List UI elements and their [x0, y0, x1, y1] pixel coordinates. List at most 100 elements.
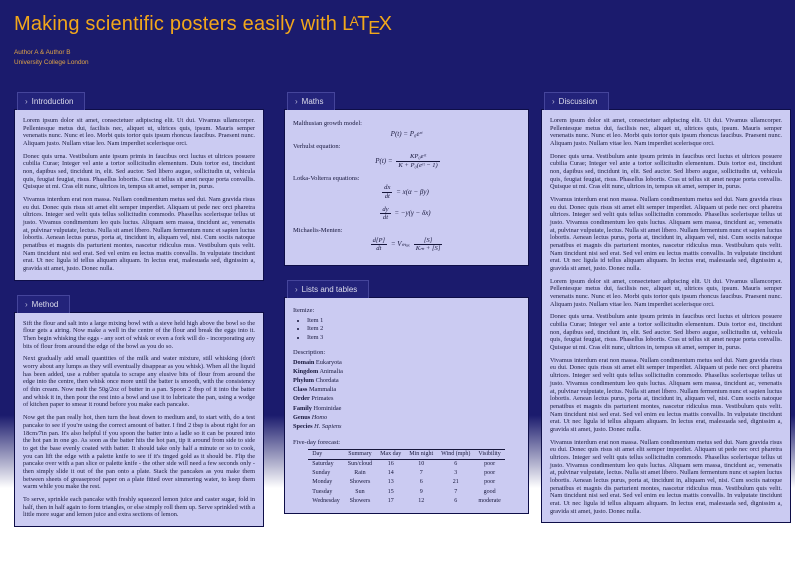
- table-cell: 12: [418, 498, 425, 505]
- table-cell: 6: [454, 460, 458, 467]
- table-cell: Sun/cloud: [347, 460, 373, 467]
- equation-label: Verhulst equation:: [293, 143, 341, 151]
- section-method: › Method Sift the flour and salt into a l…: [14, 293, 264, 527]
- fraction: KP₀eʳᵗ K + P₀(eʳᵗ − 1): [396, 153, 440, 169]
- table-cell: Sunday: [312, 470, 331, 477]
- table-header-cell: Day: [308, 448, 344, 460]
- paragraph: Vivamus interdum erat non massa. Nullam …: [23, 196, 255, 273]
- table-cell: good: [483, 488, 496, 495]
- fraction-numerator: [S]: [413, 237, 443, 246]
- eq-malthusian: P(t) = P₀eʳᵗ: [390, 129, 423, 138]
- section-title: Method: [31, 299, 59, 309]
- fraction-denominator: dt: [384, 193, 390, 201]
- column-left: › Introduction Lorem ipsum dolor sit amet…: [14, 90, 264, 539]
- paragraph: Lorem ipsum dolor sit amet, consectetuer…: [23, 117, 255, 148]
- fraction-denominator: dt: [382, 214, 389, 222]
- fraction-denominator: K + P₀(eʳᵗ − 1): [398, 161, 438, 169]
- fraction-numerator: dy: [380, 205, 391, 215]
- table-row: Wednesday Showers 17 12 6 moderate: [308, 497, 504, 506]
- table-cell: 3: [454, 470, 458, 477]
- section-tab-lists-and-tables: › Lists and tables: [287, 279, 370, 298]
- method-box: Sift the flour and salt into a large mix…: [14, 311, 264, 527]
- table-cell: poor: [484, 470, 496, 477]
- table-header-cell: Min night: [405, 448, 438, 460]
- table-cell: 7: [454, 488, 458, 495]
- eq-michaelis-menten: d[P] dt = Vₘₐₓ [S] Kₘ + [S]: [293, 237, 520, 253]
- fraction: dx dt: [382, 184, 393, 201]
- paragraph: Sift the flour and salt into a large mix…: [23, 319, 255, 350]
- description-row: Genus Homo: [293, 413, 328, 421]
- table-cell: 9: [419, 488, 423, 495]
- table-cell: poor: [484, 460, 496, 467]
- section-lists-and-tables: ›Lists and tables Itemize: Item 1 Item 2…: [284, 278, 529, 515]
- discussion-box: Lorem ipsum dolor sit amet, consectetuer…: [541, 109, 791, 524]
- paragraph: Vivamus interdum erat non massa. Nullam …: [550, 356, 782, 433]
- introduction-box: Lorem ipsum dolor sit amet, consectetuer…: [14, 109, 264, 281]
- table-row: Tuesday Sun 15 9 7 good: [308, 488, 504, 497]
- table-cell: Rain: [354, 470, 366, 477]
- eq-lotka-volterra-2: dy dt = −y(γ − δx): [293, 206, 520, 222]
- description-row: Order Primates: [293, 395, 334, 403]
- section-title: Introduction: [31, 97, 74, 106]
- section-discussion: › Discussion Lorem ipsum dolor sit amet, …: [541, 90, 791, 524]
- table-cell: moderate: [478, 498, 501, 505]
- item-list: Item 1 Item 2 Item 3: [307, 317, 520, 342]
- eq-lotka-volterra-1: dx dt = x(α − βy): [293, 184, 520, 200]
- section-title: Maths: [301, 97, 324, 106]
- table-header-cell: Summary: [343, 448, 377, 460]
- description-row: Domain Eukaryota: [293, 358, 342, 366]
- chevron-right-icon: ›: [25, 299, 28, 309]
- affiliation-line: University College London: [14, 58, 89, 66]
- table-row: Sunday Rain 14 7 3 poor: [308, 469, 504, 478]
- section-maths: › Maths Malthusian growth model: P(t) = P…: [284, 90, 529, 266]
- table-header-cell: Wind (mph): [437, 448, 475, 460]
- paragraph: Next gradually add small quantities of t…: [23, 355, 255, 409]
- table-cell: 6: [454, 498, 458, 505]
- equation-label: Lotka-Volterra equations:: [293, 174, 360, 182]
- table-cell: poor: [484, 479, 496, 486]
- poster-columns: › Introduction Lorem ipsum dolor sit amet…: [14, 90, 791, 539]
- table-row: Saturday Sun/cloud 16 10 6 poor: [308, 459, 504, 469]
- table-cell: Saturday: [312, 460, 334, 467]
- chevron-right-icon: ›: [552, 97, 555, 106]
- maths-box: Malthusian growth model: P(t) = P₀eʳᵗ Ve…: [284, 109, 529, 266]
- table-cell: 7: [419, 470, 423, 477]
- description-label: Description:: [293, 348, 326, 356]
- section-title: Discussion: [558, 97, 598, 106]
- forecast-label: Five-day forecast:: [293, 438, 341, 446]
- table-header-row: Day Summary Max day Min night Wind (mph)…: [308, 448, 505, 460]
- equation-label: Michaelis-Menten:: [293, 226, 343, 234]
- chevron-right-icon: ›: [295, 97, 298, 106]
- fraction-numerator: KP₀eʳᵗ: [396, 153, 440, 162]
- table-row: Monday Showers 13 6 21 poor: [308, 478, 504, 487]
- section-introduction: › Introduction Lorem ipsum dolor sit amet…: [14, 90, 264, 281]
- paragraph: Donec quis urna. Vestibulum ante ipsum p…: [550, 152, 782, 191]
- table-cell: 16: [387, 460, 394, 467]
- column-middle: › Maths Malthusian growth model: P(t) = P…: [284, 90, 529, 526]
- paragraph: Now get the pan really hot, then turn th…: [23, 414, 255, 491]
- paragraph: To serve, sprinkle each pancake with fre…: [23, 495, 255, 519]
- table-cell: 17: [387, 498, 394, 505]
- table-cell: Showers: [349, 498, 371, 505]
- forecast-table: Day Summary Max day Min night Wind (mph)…: [308, 448, 505, 507]
- section-tab-maths: › Maths: [287, 92, 336, 110]
- table-cell: 15: [387, 488, 394, 495]
- equation-lhs: P(t) =: [375, 157, 393, 166]
- table-cell: 6: [419, 479, 423, 486]
- table-cell: 10: [418, 460, 425, 467]
- poster-title: Making scientific posters easily with LAT…: [14, 13, 795, 39]
- poster-title-text: Making scientific posters easily with: [14, 13, 338, 35]
- description-row: Class Mammalia: [293, 386, 337, 394]
- table-header-cell: Max day: [376, 448, 406, 460]
- table-cell: Wednesday: [312, 498, 340, 505]
- table-cell: 21: [452, 479, 459, 486]
- paragraph: Lorem ipsum dolor sit amet, consectetuer…: [550, 117, 782, 148]
- table-header-cell: Visibility: [474, 448, 505, 460]
- equation-rhs: = −y(γ − δx): [394, 209, 431, 218]
- list-item: Item 1: [307, 317, 520, 325]
- table-cell: Monday: [312, 479, 333, 486]
- fraction: [S] Kₘ + [S]: [413, 237, 443, 253]
- chevron-right-icon: ›: [25, 97, 28, 106]
- fraction: dy dt: [380, 205, 391, 222]
